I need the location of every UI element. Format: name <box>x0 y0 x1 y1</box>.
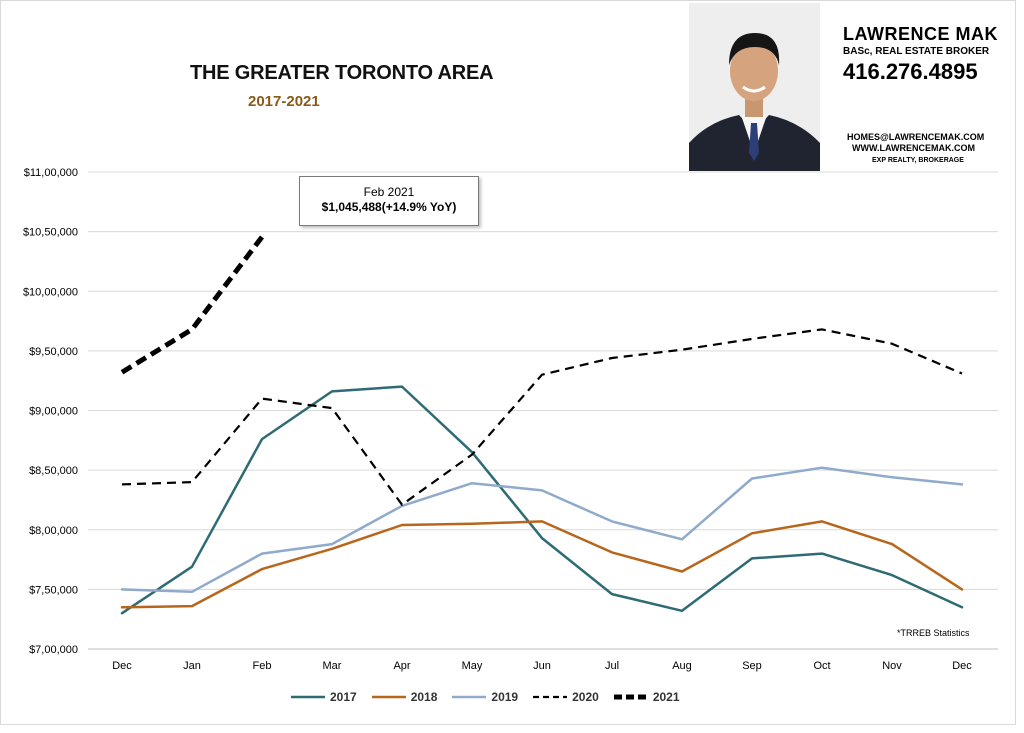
legend-label: 2021 <box>652 690 680 704</box>
contact-brokerage: EXP REALTY, BROKERAGE <box>872 157 964 164</box>
x-tick-label: Nov <box>882 660 902 672</box>
legend-label: 2018 <box>410 690 438 704</box>
chart-title: THE GREATER TORONTO AREA <box>190 62 494 84</box>
series-line-2021 <box>120 235 264 375</box>
x-tick-label: Sep <box>742 660 762 672</box>
series-line-2017 <box>120 385 964 615</box>
y-tick-label: $11,00,000 <box>24 167 78 179</box>
callout-line1: Feb 2021 <box>363 185 415 199</box>
legend-swatch <box>452 695 487 699</box>
legend-swatch <box>291 695 325 699</box>
legend-label: 2017 <box>330 690 357 704</box>
y-tick-label: $9,00,000 <box>29 406 78 418</box>
legend-item-2019: 2019 <box>451 690 518 704</box>
legend-label: 2019 <box>491 690 519 704</box>
y-tick-label: $9,50,000 <box>29 346 78 358</box>
legend-item-2018: 2018 <box>371 690 438 704</box>
x-tick-label: Jul <box>605 660 619 672</box>
contact-role: BASc, REAL ESTATE BROKER <box>843 46 990 57</box>
x-tick-label: Dec <box>112 660 132 672</box>
source-note: *TRREB Statistics <box>897 628 970 638</box>
legend-item-2020: 2020 <box>532 690 599 704</box>
x-tick-label: Apr <box>393 660 410 672</box>
legend-item-2021: 2021 <box>613 690 680 704</box>
x-tick-label: Mar <box>323 660 342 672</box>
y-tick-label: $10,50,000 <box>23 227 78 239</box>
y-tick-label: $10,00,000 <box>23 286 78 298</box>
legend-swatch <box>371 695 406 699</box>
x-tick-label: Jun <box>533 660 551 672</box>
legend-label: 2020 <box>572 690 599 704</box>
series-line-2018 <box>120 520 964 609</box>
contact-phone: 416.276.4895 <box>843 59 978 84</box>
contact-website: WWW.LAWRENCEMAK.COM <box>852 143 975 153</box>
legend-swatch <box>613 694 648 700</box>
x-tick-label: Oct <box>813 660 830 672</box>
y-tick-label: $8,00,000 <box>29 525 78 537</box>
x-tick-label: Feb <box>253 660 272 672</box>
callout-box: Feb 2021 $1,045,488(+14.9% YoY) <box>299 176 479 226</box>
x-tick-label: Dec <box>952 660 972 672</box>
chart-legend: 2017 2018 2019 2020 2021 <box>290 688 694 706</box>
series-line-2020 <box>121 328 963 506</box>
x-tick-label: Jan <box>183 660 201 672</box>
agent-photo <box>689 3 820 171</box>
legend-swatch <box>533 695 568 699</box>
y-tick-label: $8,50,000 <box>29 465 78 477</box>
legend-item-2017: 2017 <box>290 690 357 704</box>
chart-subtitle: 2017-2021 <box>248 93 320 110</box>
callout-line2: $1,045,488(+14.9% YoY) <box>321 200 457 214</box>
contact-name: LAWRENCE MAK <box>843 24 998 44</box>
x-tick-label: Aug <box>672 660 692 672</box>
contact-email: HOMES@LAWRENCEMAK.COM <box>847 132 985 142</box>
x-tick-label: May <box>462 660 483 672</box>
y-tick-label: $7,50,000 <box>29 584 78 596</box>
series-line-2019 <box>120 466 964 594</box>
y-tick-label: $7,00,000 <box>29 644 78 656</box>
